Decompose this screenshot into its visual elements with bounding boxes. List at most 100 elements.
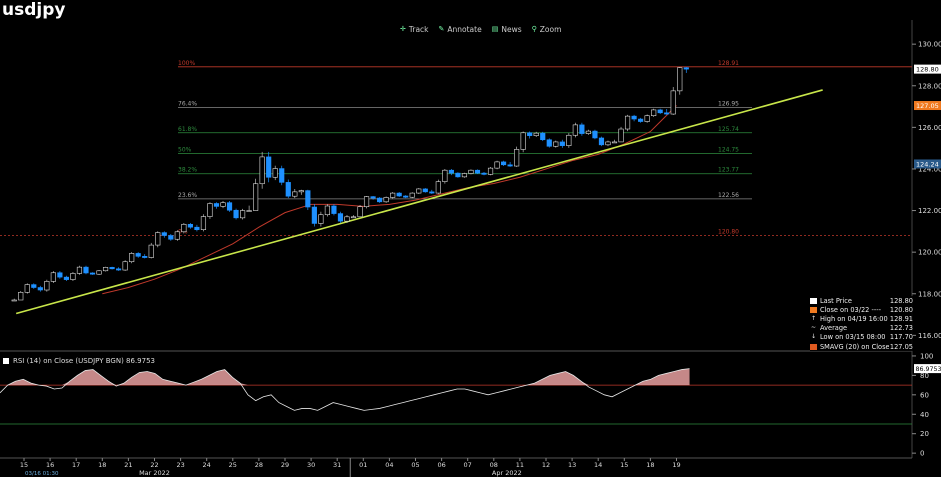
rsi-line: [0, 368, 690, 411]
candle-body: [63, 276, 69, 280]
legend-label: High on 04/19 16:00: [820, 314, 888, 323]
candle-body: [109, 267, 115, 270]
candle-body: [259, 156, 265, 185]
candle-body: [448, 169, 454, 174]
candle-body: [279, 168, 285, 183]
down-arrow-icon: ↓: [810, 333, 817, 341]
legend-value: 128.80: [889, 296, 913, 305]
candle-body: [181, 223, 187, 233]
date-tick-label: 30: [307, 461, 315, 469]
candle-body: [546, 139, 552, 147]
price-tick-label: 118.00: [918, 290, 941, 298]
candle-body: [670, 90, 676, 115]
date-tick-label: 31: [333, 461, 341, 469]
square-red-icon: [810, 343, 817, 350]
fibonacci-levels: 100% 128.91 76.4% 126.95 61.8% 125.74 50% 124.7…: [0, 60, 912, 236]
fib-name: 76.4%: [178, 101, 197, 108]
candle-body: [187, 223, 193, 228]
fib-name: 61.8%: [178, 126, 197, 133]
candle-body: [579, 124, 585, 134]
tilde-icon: ~: [810, 324, 817, 332]
candle-body: [618, 128, 624, 143]
candle-body: [233, 209, 239, 219]
rsi-tick-label: 100: [920, 352, 933, 360]
fib-value: 125.74: [718, 126, 739, 133]
start-timestamp: 03/16 01:30: [25, 471, 59, 477]
square-white-icon: [810, 297, 817, 304]
candle-body: [50, 272, 56, 282]
rsi-tick-label: 60: [920, 391, 929, 399]
news-button[interactable]: ▤ News: [492, 22, 522, 36]
candle-body: [677, 67, 683, 92]
candle-body: [553, 141, 559, 147]
rsi-tick-label: 80: [920, 372, 929, 380]
date-tick-label: 19: [672, 461, 680, 469]
rsi-tick-label: 0: [920, 450, 924, 458]
date-tick-label: 08: [490, 461, 498, 469]
date-tick-label: 16: [46, 461, 54, 469]
legend-value: 122.73: [889, 324, 913, 333]
candle-body: [540, 132, 546, 141]
rsi-title: RSI (14) on Close (USDJPY BGN) 86.9753: [13, 357, 155, 365]
price-badge-label: 124.24: [916, 160, 939, 168]
candle-body: [194, 226, 200, 230]
candle-body: [168, 235, 174, 240]
candle-body: [383, 197, 389, 203]
rsi-swatch: [3, 358, 9, 364]
fib-value: 124.75: [718, 146, 739, 153]
rsi-badge: [914, 364, 941, 374]
candle-body: [344, 216, 350, 222]
rsi-panel: 0 20 40 60 80 100 86.9753: [0, 352, 941, 458]
annotate-button[interactable]: ✎ Annotate: [439, 22, 482, 36]
fib-name: 38.2%: [178, 167, 197, 174]
candle-body: [592, 130, 598, 139]
news-label: News: [501, 24, 522, 34]
candle-body: [481, 172, 487, 175]
track-label: Track: [408, 24, 429, 34]
legend-value: 128.91: [889, 314, 913, 323]
rsi-badge-label: 86.9753: [916, 366, 941, 373]
date-tick-label: 05: [411, 461, 419, 469]
candle-body: [422, 188, 428, 193]
fib-name: 100%: [178, 60, 195, 67]
legend-entry: ~ Average 122.73: [810, 324, 913, 333]
month-label: Apr 2022: [492, 469, 522, 477]
date-tick-label: 07: [464, 461, 472, 469]
candle-body: [501, 161, 507, 166]
chart-toolbar: ✛ Track ✎ Annotate ▤ News ⚲ Zoom: [400, 22, 561, 36]
candle-body: [37, 287, 43, 291]
date-tick-label: 06: [437, 461, 445, 469]
candle-body: [566, 134, 572, 146]
candle-body: [337, 213, 344, 222]
candle-body: [285, 182, 291, 197]
legend: Last Price 128.80 Close on 03/22 ---- 120.8…: [810, 296, 913, 352]
date-tick-label: 18: [98, 461, 106, 469]
candle-body: [357, 206, 363, 218]
candle-body: [474, 169, 481, 174]
news-icon: ▤: [491, 25, 499, 33]
rsi-tick-label: 40: [920, 411, 929, 419]
price-badge: [914, 159, 941, 169]
legend-label: Low on 03/15 08:00: [820, 333, 886, 342]
date-tick-label: 22: [150, 461, 158, 469]
date-tick-label: 11: [516, 461, 524, 469]
track-button[interactable]: ✛ Track: [400, 22, 429, 36]
candle-body: [455, 172, 461, 178]
legend-label: Average: [820, 324, 848, 333]
date-tick-label: 29: [281, 461, 289, 469]
candle-body: [559, 141, 565, 146]
zoom-button[interactable]: ⚲ Zoom: [532, 22, 562, 36]
legend-entry: Close on 03/22 ---- 120.80: [810, 305, 913, 314]
candle-body: [638, 118, 644, 122]
crosshair-icon: ✛: [400, 25, 406, 33]
candle-body: [83, 266, 89, 274]
date-tick-label: 13: [568, 461, 576, 469]
candle-body: [142, 256, 148, 258]
candle-body: [220, 202, 226, 207]
trendline[interactable]: [15, 89, 823, 315]
price-tick-label: 120.00: [918, 249, 941, 257]
candle-body: [122, 261, 128, 271]
candle-body: [403, 195, 409, 198]
rsi-tick-label: 20: [920, 430, 929, 438]
